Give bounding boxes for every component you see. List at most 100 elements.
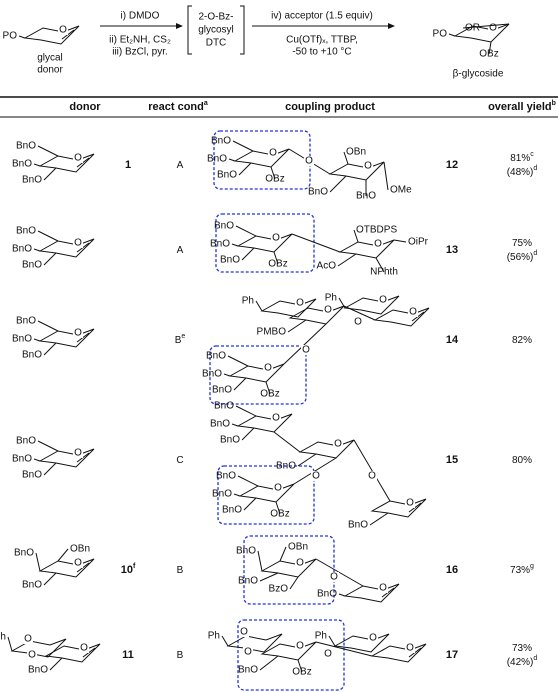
caption: glycal [37, 53, 63, 64]
atom-label: OBz [268, 259, 287, 270]
yield-sup: d [533, 165, 537, 172]
ring [40, 154, 94, 172]
condition: B [177, 650, 184, 661]
atom-label: BnO [214, 221, 234, 232]
atom-label: BnO [210, 239, 230, 250]
yield-text: (48%) [507, 167, 534, 178]
atom-label: BnO [22, 470, 42, 481]
atom-label: O [74, 448, 82, 459]
bond [8, 637, 12, 651]
condition-text: A [177, 160, 184, 171]
atom-label: BnO [16, 436, 36, 447]
atom-label: BnO [217, 170, 237, 181]
bond [233, 141, 253, 151]
atom-label: O [80, 643, 88, 654]
donor-id: 10f [121, 563, 136, 576]
atom-label: O [296, 558, 304, 569]
bond [384, 162, 388, 190]
atom-label: BnO [238, 665, 258, 676]
bond [36, 553, 40, 571]
atom-label: OBz [479, 49, 498, 60]
bond [228, 356, 248, 366]
yield-sup: d [533, 250, 537, 257]
atom-label: O [24, 634, 32, 645]
atom-label: BnO [16, 141, 36, 152]
atom-label: O [74, 328, 82, 339]
donor-id: 1 [125, 159, 131, 171]
atom-label: O [406, 498, 414, 509]
atom-label: O [274, 483, 282, 494]
condition-sup: e [181, 333, 185, 340]
condition: Be [175, 333, 186, 346]
product-id: 17 [446, 649, 458, 661]
atom-label: BnO [212, 489, 232, 500]
bond [234, 494, 240, 496]
ring [262, 559, 316, 577]
bond [449, 34, 455, 36]
condition: A [177, 160, 184, 171]
ring [25, 26, 79, 44]
atom-label: BnO [356, 191, 376, 202]
bond [329, 636, 335, 646]
ring [40, 449, 94, 467]
bond [224, 374, 230, 376]
yield-text: 73% [512, 643, 532, 654]
column-header: overall yieldb [488, 100, 556, 113]
atom-label: PMBO [257, 327, 287, 338]
ring [262, 642, 316, 660]
column-header-text: donor [69, 101, 101, 113]
donor-id: 11 [122, 649, 134, 661]
ring [330, 162, 384, 180]
column-header: donor [69, 101, 101, 113]
yield-sup: d [533, 655, 537, 662]
atom-label: O [240, 627, 248, 638]
atom-label: BnO [308, 187, 328, 198]
arrow-head [388, 23, 395, 29]
atom-label: Ph [325, 293, 337, 304]
atom-label: BnO [214, 401, 234, 412]
condition: C [176, 455, 183, 466]
yield: 73% [512, 643, 532, 654]
bond [44, 253, 56, 265]
bond [44, 573, 56, 585]
intermediate: 2-O-Bz- [199, 12, 234, 23]
bond [260, 656, 278, 670]
condition-text: C [176, 455, 183, 466]
atom-label: BnO [238, 576, 258, 587]
atom-label: O [244, 647, 252, 658]
bond [274, 432, 300, 452]
bond [34, 339, 40, 341]
atom-label: BnO [16, 316, 36, 327]
caption: β-glycoside [453, 69, 504, 80]
column-header-sup: b [552, 100, 556, 107]
atom-label: O [305, 156, 313, 167]
atom-label: BnO [12, 334, 32, 345]
atom-label: NPhth [370, 267, 398, 278]
donor-id-sup: f [133, 563, 136, 570]
reagent: Cu(OTf)ₓ, TTBP, [286, 35, 358, 46]
atom-label: BnO [220, 255, 240, 266]
atom-label: BnO [202, 369, 222, 380]
donor-id-text: 10 [121, 564, 133, 576]
atom-label: BnO [216, 471, 236, 482]
yield: (42%)d [507, 655, 538, 668]
yield: 81%c [510, 151, 534, 164]
atom-label: O [406, 643, 414, 654]
atom-label: O [74, 153, 82, 164]
donor-id-text: 1 [125, 159, 131, 171]
product-id: 15 [446, 454, 458, 466]
atom-label: BnO [22, 260, 42, 271]
bond [222, 636, 228, 646]
product-id: 12 [446, 159, 458, 171]
atom-label: O [296, 298, 304, 309]
atom-label: O [379, 295, 387, 306]
bond [38, 441, 58, 451]
ring [335, 634, 389, 652]
atom-label: O [272, 413, 280, 424]
atom-label: BnO [14, 548, 34, 559]
atom-label: BnO [236, 546, 256, 557]
ring [46, 644, 100, 662]
atom-label: O [28, 650, 36, 661]
atom-label: BnO [12, 454, 32, 465]
atom-label: O [379, 583, 387, 594]
